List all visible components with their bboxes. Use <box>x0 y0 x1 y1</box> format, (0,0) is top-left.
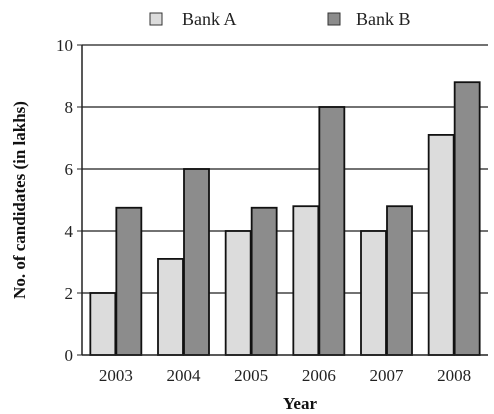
legend-label-bank-a: Bank A <box>182 9 237 29</box>
x-tick-label: 2006 <box>302 366 336 385</box>
axes <box>81 45 488 356</box>
bar-bank-a-2003 <box>89 292 117 356</box>
bar-bank-b-2003 <box>115 206 143 356</box>
bar-bank-a-2004 <box>157 257 184 356</box>
bar-bank-a-2005 <box>224 230 252 356</box>
bar-bank-a-2006 <box>292 205 320 356</box>
bar-bank-b-2005 <box>250 206 278 356</box>
legend-swatch-bank-b <box>327 12 341 26</box>
x-tick-label: 2003 <box>99 366 133 385</box>
bar-bank-a-2007 <box>360 230 387 356</box>
y-tick-label: 2 <box>65 284 74 303</box>
legend-swatch-bank-a <box>149 12 163 26</box>
bars <box>89 81 481 356</box>
legend: Bank A Bank B <box>149 9 411 29</box>
y-tick-labels: 0 2 4 6 8 10 <box>56 36 82 365</box>
legend-label-bank-b: Bank B <box>356 9 411 29</box>
x-tick-label: 2005 <box>234 366 268 385</box>
y-tick-label: 0 <box>65 346 74 365</box>
y-tick-label: 10 <box>56 36 73 55</box>
x-tick-label: 2008 <box>437 366 471 385</box>
y-axis-title: No. of candidates (in lakhs) <box>10 101 29 299</box>
bar-bank-b-2006 <box>318 106 346 356</box>
bar-bank-b-2008 <box>453 81 481 356</box>
bar-bank-b-2007 <box>386 205 413 356</box>
y-tick-label: 6 <box>65 160 74 179</box>
y-tick-label: 4 <box>65 222 74 241</box>
bar-bank-a-2008 <box>427 133 455 356</box>
y-tick-label: 8 <box>65 98 74 117</box>
x-tick-labels: 2003 2004 2005 2006 2007 2008 <box>99 366 471 385</box>
x-tick-label: 2007 <box>370 366 405 385</box>
x-tick-label: 2004 <box>167 366 202 385</box>
bar-bank-b-2004 <box>183 168 210 356</box>
x-axis-title: Year <box>283 394 317 413</box>
gridlines <box>82 44 488 294</box>
